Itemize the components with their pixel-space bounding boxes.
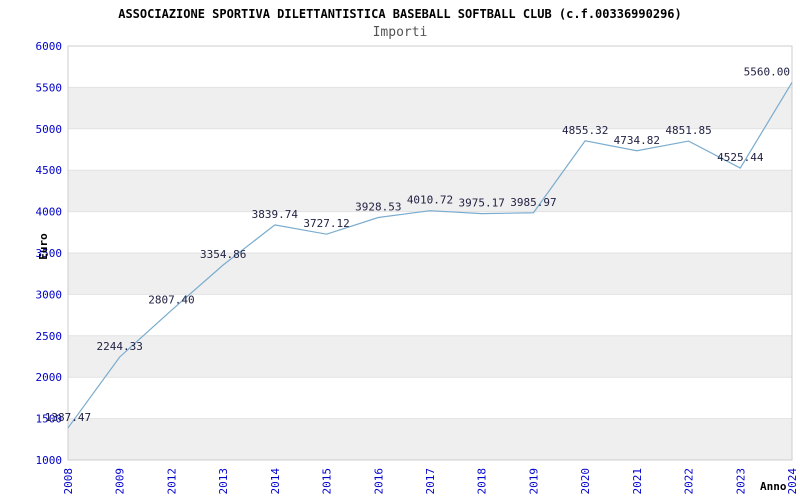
svg-text:3985.97: 3985.97 [510,196,556,209]
svg-text:4000: 4000 [36,206,63,219]
svg-text:2023: 2023 [734,468,747,495]
svg-text:2500: 2500 [36,330,63,343]
x-axis-label: Anno [760,480,787,493]
chart-title: ASSOCIAZIONE SPORTIVA DILETTANTISTICA BA… [118,7,682,21]
svg-text:2017: 2017 [424,468,437,495]
svg-text:1500: 1500 [36,413,63,426]
svg-text:2013: 2013 [217,468,230,495]
plot-frame [67,45,793,461]
svg-text:6000: 6000 [36,40,63,53]
svg-text:5560.00: 5560.00 [744,65,790,78]
svg-text:2022: 2022 [683,468,696,495]
background-bands [68,46,792,460]
svg-text:4851.85: 4851.85 [665,124,711,137]
svg-text:3727.12: 3727.12 [303,217,349,230]
y-tick-labels: 1000 1500 2000 2500 3000 3500 4000 4500 5000 5500… [36,40,63,467]
svg-text:4525.44: 4525.44 [717,151,764,164]
svg-text:2020: 2020 [579,468,592,495]
chart-subtitle: Importi [372,25,428,40]
svg-text:2021: 2021 [631,468,644,495]
svg-text:3839.74: 3839.74 [252,208,299,221]
svg-text:4010.72: 4010.72 [407,194,453,207]
svg-text:4500: 4500 [36,164,63,177]
y-axis-label: Euro [36,233,50,260]
point-labels: 1387.47 2244.33 2807.40 3354.86 3839.74 3727.… [45,65,790,423]
svg-text:5500: 5500 [36,81,63,94]
svg-text:2024: 2024 [786,468,799,495]
svg-text:4855.32: 4855.32 [562,124,608,137]
svg-text:3500: 3500 [36,247,63,260]
svg-text:2018: 2018 [476,468,489,495]
x-tick-labels: 2008 2009 2012 2013 2014 2015 2016 2017 2018 2019… [62,468,799,495]
svg-text:2000: 2000 [36,371,63,384]
data-line [67,82,793,429]
svg-text:4734.82: 4734.82 [614,134,660,147]
svg-text:2244.33: 2244.33 [97,340,143,353]
svg-text:3000: 3000 [36,288,63,301]
svg-text:3928.53: 3928.53 [355,201,401,214]
svg-text:2019: 2019 [527,468,540,495]
svg-text:5000: 5000 [36,123,63,136]
svg-text:2015: 2015 [321,468,334,495]
svg-text:2014: 2014 [269,468,282,495]
svg-text:2009: 2009 [114,468,127,495]
svg-text:2016: 2016 [372,468,385,495]
svg-text:1000: 1000 [36,454,63,467]
svg-text:2008: 2008 [62,468,75,495]
svg-text:1387.47: 1387.47 [45,411,91,424]
svg-text:3354.86: 3354.86 [200,248,246,261]
svg-text:2012: 2012 [165,468,178,495]
svg-text:2807.40: 2807.40 [148,293,194,306]
svg-text:3975.17: 3975.17 [459,197,505,210]
